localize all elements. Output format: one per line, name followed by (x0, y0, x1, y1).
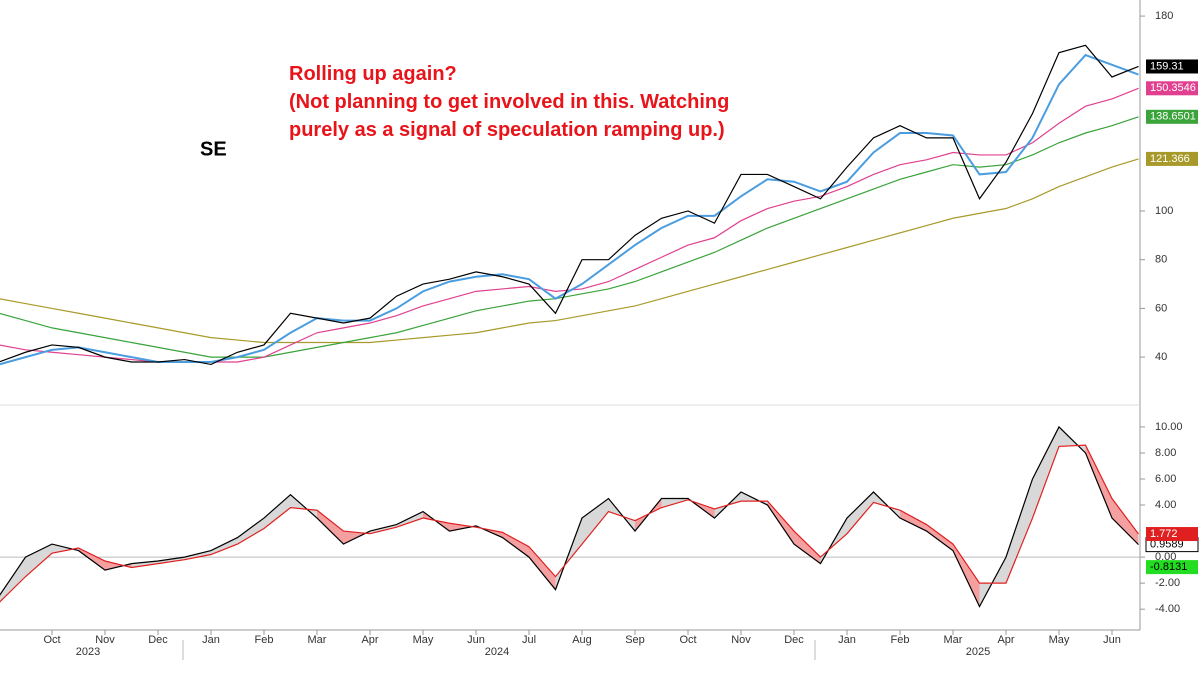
last-value-label: 0.9589 (1150, 539, 1184, 551)
x-tick-label: Jun (1103, 634, 1121, 646)
crossover-fill (502, 532, 529, 558)
x-tick-label: Oct (679, 634, 696, 646)
crossover-fill (237, 518, 264, 545)
y-tick-label: 60 (1155, 302, 1167, 314)
series-line (0, 425, 1139, 608)
series-line (0, 53, 1139, 366)
crossover-fill (0, 557, 26, 602)
x-tick-label: Mar (944, 634, 963, 646)
x-tick-label: Nov (731, 634, 751, 646)
x-tick-label: Aug (572, 634, 592, 646)
y-tick-label: 10.00 (1155, 421, 1183, 433)
crossover-fill (794, 531, 821, 564)
year-label: 2025 (966, 646, 990, 658)
x-tick-label: Jul (522, 634, 536, 646)
last-value-label: 150.3546 (1150, 82, 1196, 94)
series-line (0, 44, 1139, 366)
y-tick-label: 4.00 (1155, 499, 1176, 511)
x-tick-label: Oct (43, 634, 60, 646)
crossover-fill (1006, 478, 1033, 584)
x-tick-label: Apr (361, 634, 378, 646)
crossover-fill (317, 510, 344, 545)
last-value-label: 159.31 (1150, 60, 1184, 72)
last-value-label: -0.8131 (1150, 561, 1187, 573)
ticker: SE (200, 138, 227, 160)
year-label: 2023 (76, 646, 100, 658)
y-tick-label: -4.00 (1155, 603, 1180, 615)
last-value-box (1146, 109, 1198, 124)
annotation: (Not planning to get involved in this. W… (289, 91, 729, 113)
x-tick-label: Feb (891, 634, 910, 646)
x-tick-label: Apr (997, 634, 1014, 646)
crossover-fill (953, 544, 980, 607)
crossover-fill (264, 494, 291, 529)
x-tick-label: Jun (467, 634, 485, 646)
crossover-fill (926, 524, 953, 551)
last-value-box (1146, 560, 1198, 575)
y-tick-label: 8.00 (1155, 447, 1176, 459)
crossover-fill (582, 498, 609, 545)
y-tick-label: -2.00 (1155, 577, 1180, 589)
crossover-fill (1112, 498, 1139, 545)
crossover-fill (1032, 426, 1059, 519)
crossover-fill (25, 544, 52, 577)
crossover-fill (52, 544, 79, 554)
x-tick-label: Feb (255, 634, 274, 646)
x-tick-label: Dec (784, 634, 804, 646)
crossover-fill (184, 550, 211, 560)
annotation: purely as a signal of speculation rampin… (289, 119, 725, 141)
x-tick-label: May (413, 634, 434, 646)
crossover-fill (847, 492, 874, 534)
last-value-label: 1.772 (1150, 528, 1178, 540)
year-label: 2024 (485, 646, 509, 658)
last-value-box (1146, 527, 1198, 542)
series-line (0, 158, 1139, 344)
crossover-fill (529, 546, 556, 590)
x-tick-label: May (1049, 634, 1070, 646)
x-tick-label: Nov (95, 634, 115, 646)
y-tick-label: 180 (1155, 10, 1173, 22)
x-tick-label: Jan (838, 634, 856, 646)
last-value-box (1146, 59, 1198, 74)
crossover-fill (211, 537, 238, 555)
y-tick-label: 0.00 (1155, 551, 1176, 563)
crossover-fill (105, 561, 132, 571)
last-value-box (1146, 151, 1198, 166)
crossover-fill (131, 561, 158, 568)
crossover-fill (1085, 445, 1112, 519)
last-value-label: 138.6501 (1150, 111, 1196, 123)
crossover-fill (449, 523, 476, 532)
last-value-box (1146, 81, 1198, 96)
series-line (0, 444, 1139, 603)
x-tick-label: Sep (625, 634, 645, 646)
last-value-label: 121.366 (1150, 153, 1190, 165)
y-tick-label: 80 (1155, 254, 1167, 266)
series-line (0, 116, 1139, 358)
annotation: Rolling up again? (289, 63, 457, 85)
x-tick-label: Dec (148, 634, 168, 646)
crossover-fill (370, 524, 397, 534)
x-tick-label: Jan (202, 634, 220, 646)
y-tick-label: 6.00 (1155, 473, 1176, 485)
x-tick-label: Mar (308, 634, 327, 646)
crossover-fill (900, 510, 927, 532)
y-tick-label: 40 (1155, 351, 1167, 363)
y-tick-label: 100 (1155, 205, 1173, 217)
crossover-fill (158, 557, 185, 564)
